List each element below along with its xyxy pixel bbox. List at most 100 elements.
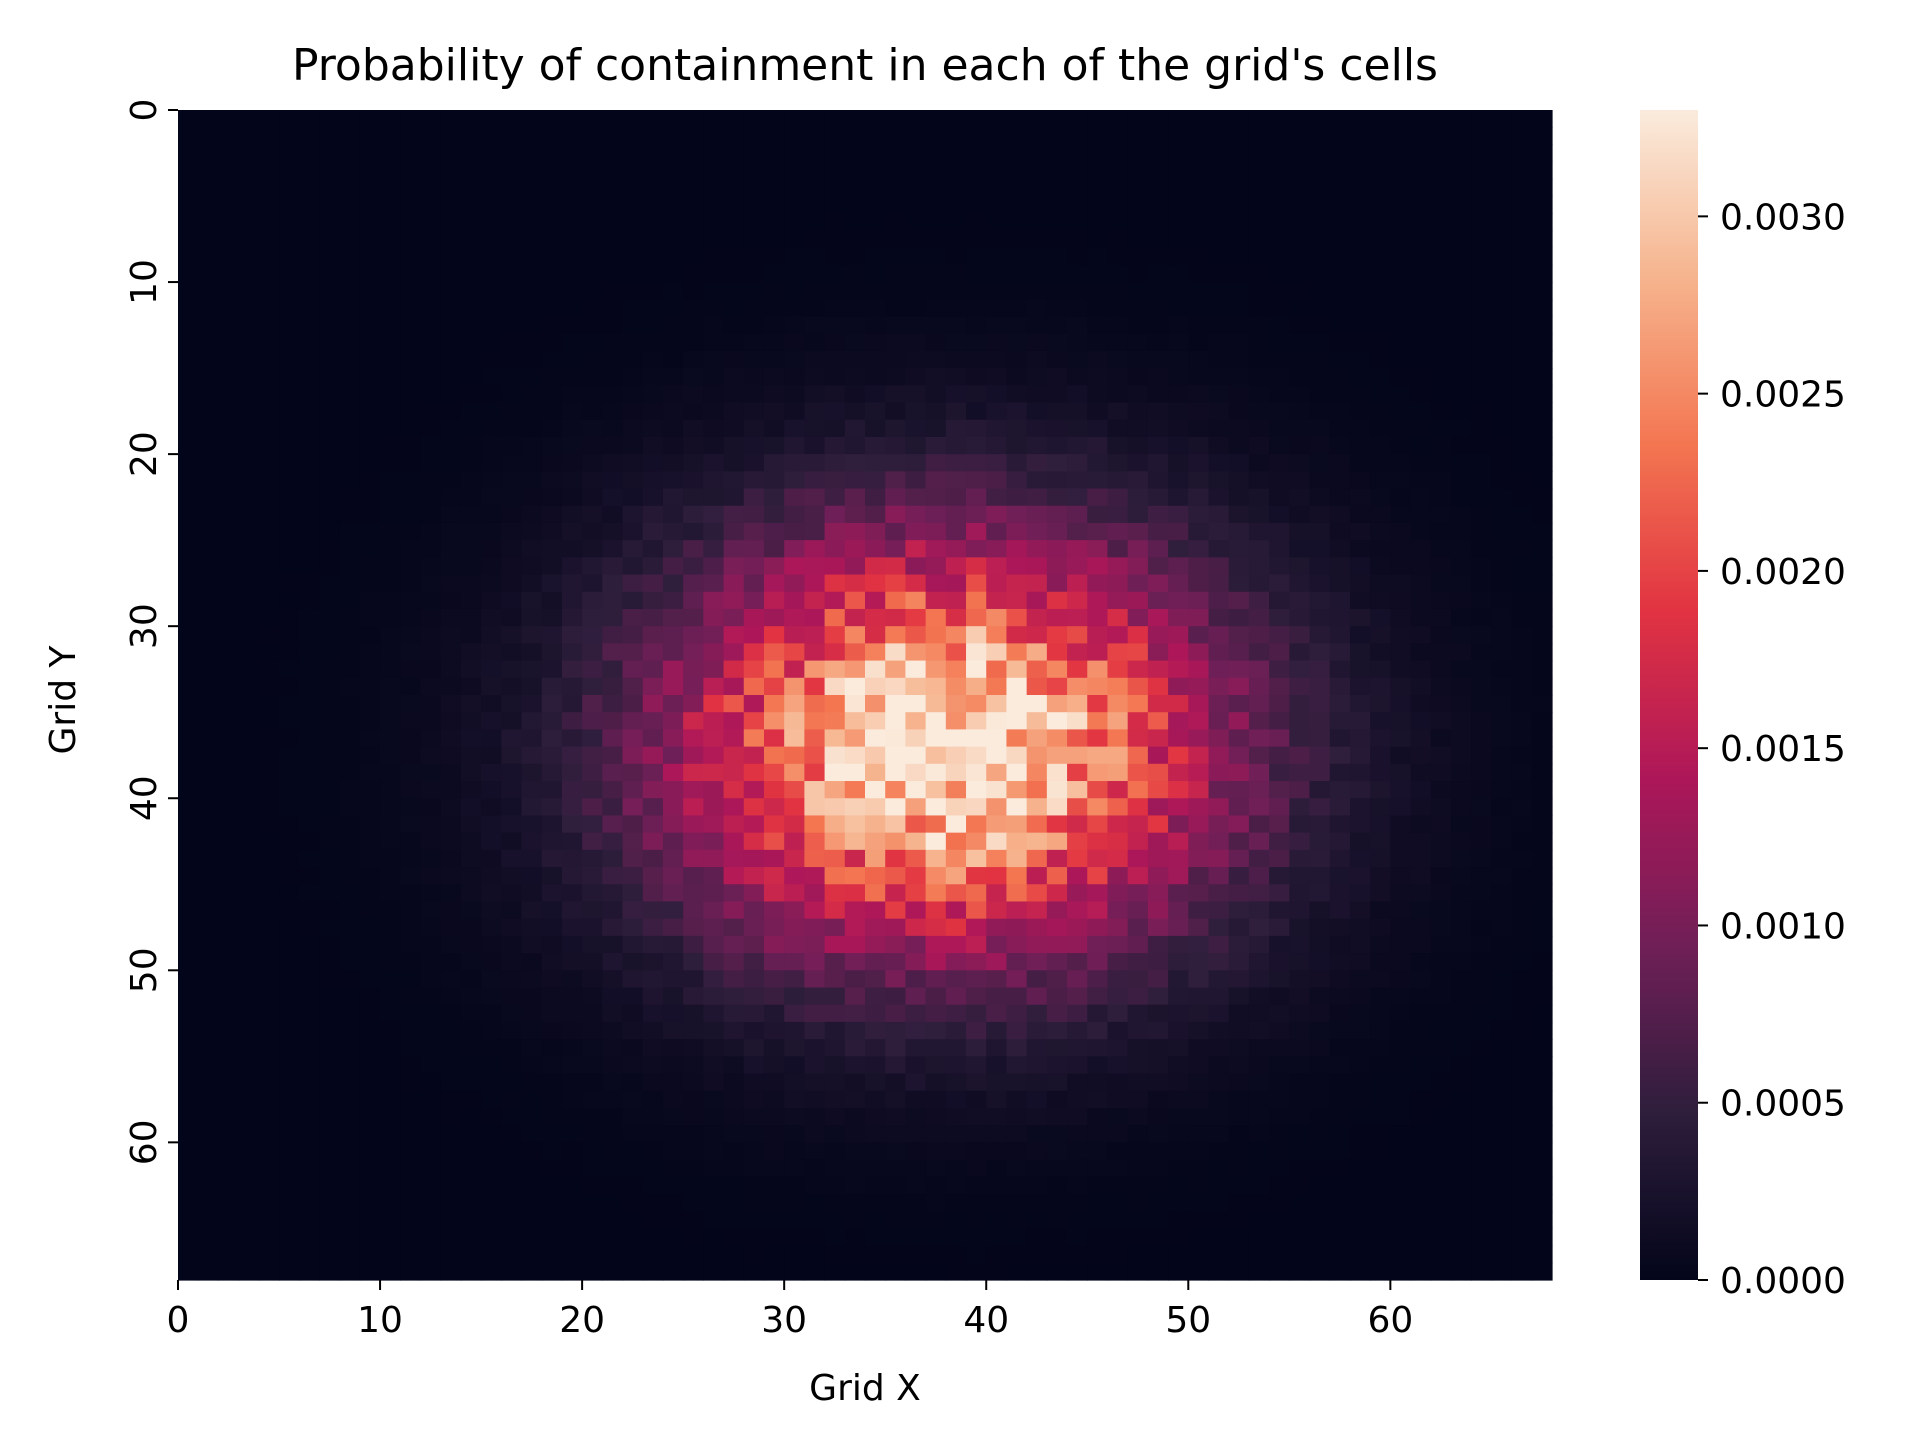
- heatmap-cell: [1269, 677, 1290, 696]
- heatmap-cell: [279, 1262, 300, 1281]
- heatmap-cell: [238, 781, 260, 799]
- heatmap-cell: [1168, 1211, 1189, 1229]
- heatmap-cell: [804, 608, 826, 627]
- heatmap-cell: [1127, 264, 1149, 283]
- heatmap-cell: [925, 1125, 947, 1143]
- heatmap-cell: [1491, 781, 1513, 799]
- heatmap-cell: [1006, 591, 1028, 610]
- heatmap-cell: [501, 849, 523, 868]
- heatmap-cell: [1168, 746, 1189, 765]
- colorbar-tick-label: 0.0030: [1720, 197, 1846, 238]
- heatmap-cell: [359, 1125, 381, 1143]
- heatmap-cell: [1127, 299, 1149, 318]
- heatmap-cell: [258, 505, 280, 524]
- heatmap-cell: [1531, 746, 1553, 765]
- heatmap-cell: [1006, 127, 1028, 146]
- heatmap-cell: [481, 1073, 502, 1092]
- heatmap-cell: [642, 591, 664, 610]
- heatmap-cell: [582, 867, 603, 885]
- heatmap-cell: [1228, 1245, 1250, 1264]
- heatmap-cell: [1228, 849, 1250, 868]
- heatmap-cell: [1208, 1245, 1230, 1264]
- heatmap-cell: [763, 987, 785, 1006]
- heatmap-cell: [1430, 1262, 1452, 1281]
- heatmap-cell: [905, 1193, 927, 1212]
- heatmap-cell: [1026, 144, 1048, 163]
- heatmap-cell: [824, 935, 846, 954]
- heatmap-cell: [763, 282, 785, 300]
- heatmap-cell: [925, 832, 947, 851]
- heatmap-cell: [582, 695, 603, 713]
- heatmap-cell: [460, 1107, 482, 1126]
- heatmap-cell: [541, 557, 563, 576]
- heatmap-cell: [1491, 454, 1513, 472]
- heatmap-cell: [359, 591, 381, 610]
- heatmap-cell: [703, 712, 725, 731]
- heatmap-cell: [258, 1228, 280, 1247]
- heatmap-cell: [238, 1004, 260, 1023]
- heatmap-cell: [238, 901, 260, 920]
- heatmap-cell: [683, 161, 704, 180]
- heatmap-cell: [1349, 832, 1371, 851]
- heatmap-cell: [986, 1176, 1008, 1195]
- heatmap-cell: [905, 505, 927, 524]
- heatmap-cell: [1067, 677, 1088, 696]
- heatmap-cell: [198, 264, 220, 283]
- heatmap-cell: [986, 935, 1008, 954]
- heatmap-cell: [420, 247, 442, 266]
- heatmap-cell: [582, 471, 603, 490]
- heatmap-cell: [1430, 935, 1452, 954]
- heatmap-cell: [258, 282, 280, 300]
- heatmap-cell: [420, 815, 442, 834]
- heatmap-cell: [1228, 110, 1250, 128]
- heatmap-cell: [824, 540, 846, 558]
- heatmap-cell: [178, 1262, 199, 1281]
- heatmap-cell: [1147, 1193, 1169, 1212]
- heatmap-cell: [1208, 144, 1230, 163]
- heatmap-cell: [743, 574, 765, 593]
- heatmap-cell: [258, 454, 280, 472]
- heatmap-cell: [198, 144, 220, 163]
- heatmap-cell: [1370, 608, 1391, 627]
- heatmap-cell: [238, 695, 260, 713]
- heatmap-cell: [1531, 436, 1553, 455]
- heatmap-cell: [178, 522, 199, 541]
- heatmap-cell: [1067, 781, 1088, 799]
- heatmap-cell: [1491, 901, 1513, 920]
- heatmap-cell: [1511, 626, 1533, 644]
- heatmap-cell: [885, 935, 907, 954]
- heatmap-cell: [1147, 350, 1169, 369]
- heatmap-cell: [1329, 419, 1351, 438]
- heatmap-cell: [258, 1039, 280, 1057]
- heatmap-cell: [1450, 522, 1472, 541]
- heatmap-cell: [1390, 677, 1412, 696]
- heatmap-cell: [1208, 488, 1230, 507]
- heatmap-cell: [238, 557, 260, 576]
- heatmap-cell: [1228, 1090, 1250, 1109]
- heatmap-cell: [885, 763, 907, 782]
- heatmap-cell: [622, 1056, 644, 1075]
- heatmap-cell: [1248, 1056, 1270, 1075]
- heatmap-cell: [1349, 385, 1371, 404]
- heatmap-cell: [258, 436, 280, 455]
- heatmap-cell: [945, 660, 967, 679]
- heatmap-cell: [1168, 522, 1189, 541]
- heatmap-cell: [925, 1004, 947, 1023]
- heatmap-cell: [1087, 557, 1109, 576]
- heatmap-cell: [582, 781, 603, 799]
- heatmap-cell: [844, 247, 866, 266]
- heatmap-cell: [1531, 849, 1553, 868]
- heatmap-cell: [743, 935, 765, 954]
- heatmap-cell: [1329, 1228, 1351, 1247]
- heatmap-cell: [359, 282, 381, 300]
- heatmap-cell: [218, 970, 240, 989]
- heatmap-cell: [662, 729, 684, 748]
- heatmap-cell: [258, 247, 280, 266]
- heatmap-cell: [642, 884, 664, 903]
- heatmap-cell: [521, 1142, 543, 1161]
- heatmap-cell: [1208, 591, 1230, 610]
- heatmap-cell: [299, 832, 321, 851]
- heatmap-cell: [582, 712, 603, 731]
- heatmap-cell: [400, 1159, 422, 1178]
- heatmap-cell: [501, 953, 523, 971]
